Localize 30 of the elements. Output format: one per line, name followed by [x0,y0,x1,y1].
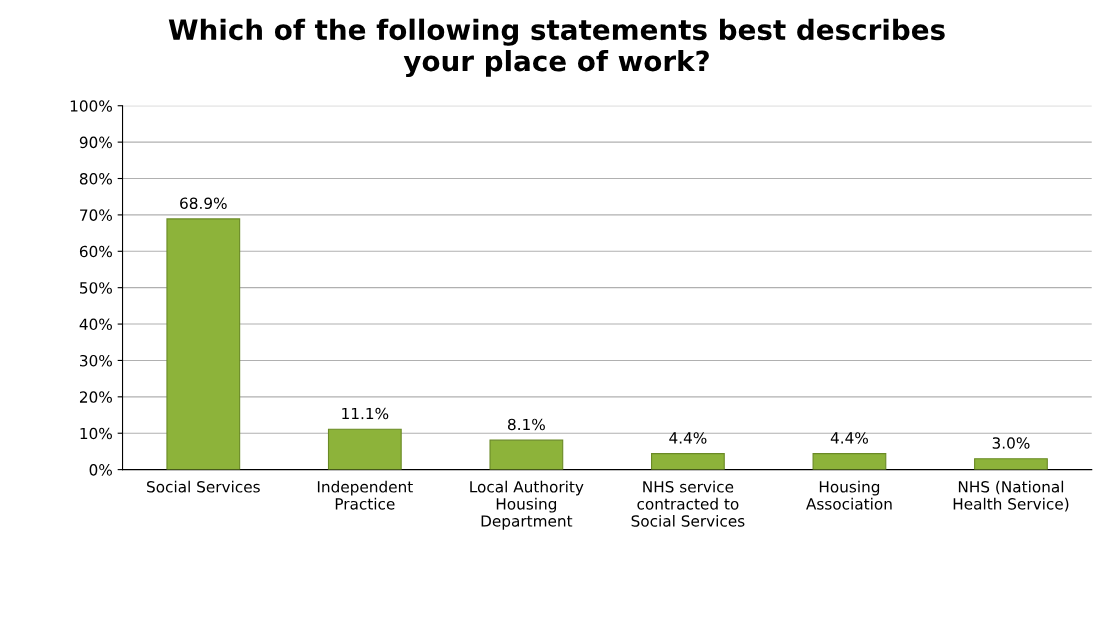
y-tick-label: 100% [70,100,112,112]
x-tick-label: NHS (National Health Service) [953,480,1069,512]
y-tick-label: 70% [80,209,112,221]
y-tick-label: 0% [89,464,112,476]
bar [812,453,887,470]
x-tick-label: Local Authority Housing Department [470,480,584,530]
y-tick-label: 20% [79,391,112,403]
bar [166,218,241,470]
y-tick-label: 50% [80,282,112,294]
data-label: 8.1% [507,418,545,431]
x-tick-label: NHS service contracted to Social Services [631,480,745,527]
y-tick-label: 60% [79,245,112,258]
x-tick-label: Independent Practice [317,480,413,510]
chart-title: Which of the following statements best describes your place of work? [168,18,945,78]
data-label: 4.4% [669,432,707,444]
x-tick-label: Housing Association [806,480,892,510]
y-tick-label: 10% [80,427,112,440]
bar [974,458,1048,470]
bar [489,439,564,470]
data-label: 3.0% [992,437,1030,449]
data-label: 4.4% [830,432,868,444]
data-label: 11.1% [342,407,389,420]
x-tick-label: Social Services [147,480,260,493]
bar [327,428,402,470]
y-tick-label: 40% [79,318,112,331]
bar [650,453,725,470]
y-tick-label: 90% [79,136,112,149]
y-tick-label: 30% [80,354,112,367]
y-tick-label: 80% [79,172,112,185]
data-label: 68.9% [180,197,227,209]
